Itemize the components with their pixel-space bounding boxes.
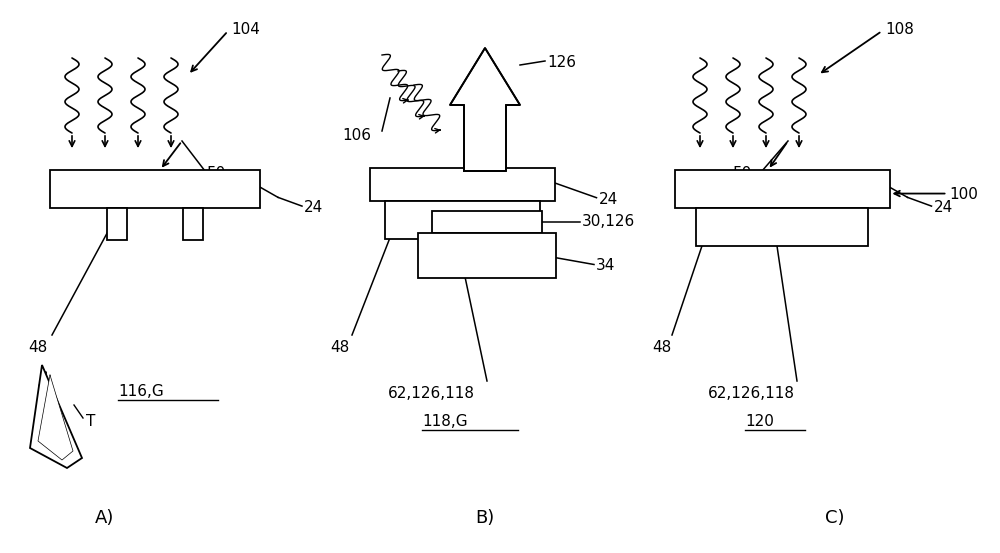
Text: T: T — [86, 414, 95, 429]
Bar — [107, 208, 127, 240]
Text: 24: 24 — [598, 192, 618, 207]
Text: 24: 24 — [304, 200, 323, 215]
Text: 34: 34 — [596, 258, 615, 273]
Text: 108: 108 — [885, 22, 914, 36]
Bar — [696, 208, 868, 246]
Text: C): C) — [825, 509, 845, 527]
Bar — [370, 168, 554, 201]
Text: 100: 100 — [949, 187, 978, 202]
Text: B): B) — [475, 509, 495, 527]
Text: 116,G: 116,G — [118, 383, 164, 399]
Text: 118,G: 118,G — [422, 414, 468, 429]
Text: 48: 48 — [652, 341, 671, 356]
Text: 50: 50 — [207, 166, 226, 181]
Bar — [432, 211, 542, 233]
Text: 120: 120 — [745, 414, 774, 429]
Text: 126: 126 — [547, 55, 576, 70]
Bar — [183, 208, 203, 240]
Text: 104: 104 — [231, 22, 260, 36]
Bar — [418, 233, 556, 278]
Polygon shape — [38, 375, 73, 460]
Text: 62,126,118: 62,126,118 — [388, 385, 475, 400]
Bar — [50, 170, 260, 208]
Text: 50: 50 — [733, 166, 752, 181]
Text: 48: 48 — [330, 341, 349, 356]
Bar — [384, 201, 540, 239]
Polygon shape — [30, 365, 82, 468]
Text: 62,126,118: 62,126,118 — [708, 385, 795, 400]
Bar — [674, 170, 890, 208]
Polygon shape — [450, 48, 520, 171]
Text: 24: 24 — [933, 200, 953, 215]
Text: 30,126: 30,126 — [582, 215, 635, 229]
Text: 48: 48 — [28, 341, 47, 356]
Text: 106: 106 — [342, 128, 371, 143]
Text: A): A) — [95, 509, 115, 527]
